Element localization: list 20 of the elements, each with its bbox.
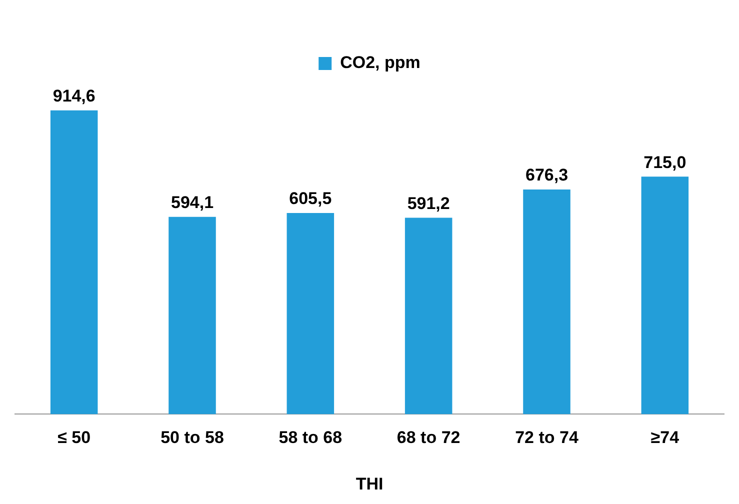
x-axis-title: THI [356, 474, 384, 494]
bar [404, 218, 452, 414]
data-label: 594,1 [170, 193, 214, 212]
x-tick-label: 72 to 74 [515, 428, 579, 448]
bar [641, 176, 689, 414]
data-label: 715,0 [644, 152, 686, 172]
bar [286, 213, 334, 414]
bar [50, 110, 98, 414]
bar [168, 216, 216, 414]
x-tick-label: 58 to 68 [278, 428, 342, 448]
data-label: 605,5 [289, 189, 332, 208]
x-tick-label: 50 to 58 [160, 428, 224, 448]
x-tick-label: 68 to 72 [396, 428, 460, 448]
x-tick-label: ≤ 50 [58, 428, 91, 448]
bar [523, 190, 570, 414]
x-tick-label: ≥74 [650, 428, 680, 448]
legend-label: CO2, ppm [340, 53, 420, 72]
data-label: 591,2 [407, 194, 450, 213]
data-label: 914,6 [52, 86, 96, 106]
data-label: 676,3 [525, 166, 568, 185]
